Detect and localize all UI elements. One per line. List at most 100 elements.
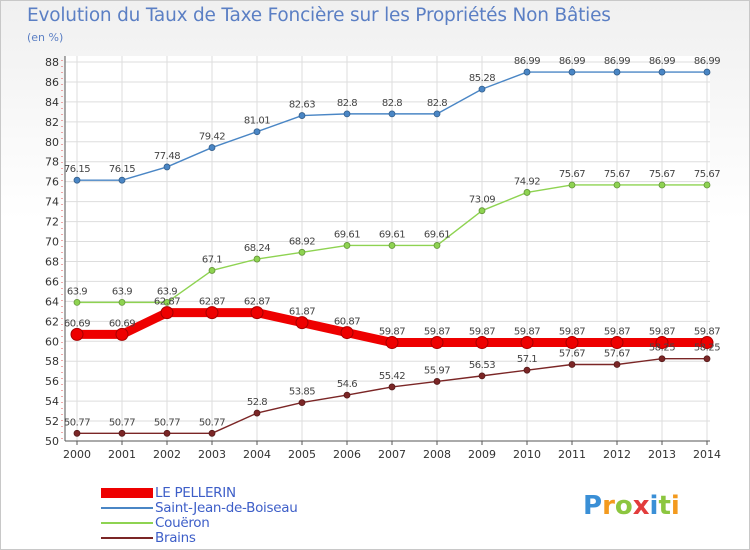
data-label: 68.24 xyxy=(244,243,270,254)
x-tick-label: 2004 xyxy=(243,448,271,461)
data-label: 86.99 xyxy=(514,56,540,67)
logo-letter: i xyxy=(670,491,680,521)
y-tick-label: 88 xyxy=(45,56,59,69)
data-point xyxy=(478,372,486,380)
data-label: 60.87 xyxy=(334,317,360,328)
y-tick-label: 84 xyxy=(45,96,59,109)
data-point xyxy=(610,336,624,350)
labels-brains: 50.77 50.77 50.77 50.77 52.8 53.85 54.6 55.42 55… xyxy=(64,343,721,429)
data-point xyxy=(388,383,396,391)
y-tick-label: 72 xyxy=(45,216,59,229)
data-label: 75.67 xyxy=(559,169,585,180)
data-point xyxy=(343,391,351,399)
legend-label: Couëron xyxy=(155,514,210,531)
data-label: 79.42 xyxy=(199,132,225,143)
data-point xyxy=(343,110,351,118)
data-label: 57.67 xyxy=(604,349,630,360)
x-tick-label: 2003 xyxy=(198,448,226,461)
x-tick-label: 2011 xyxy=(558,448,586,461)
data-point xyxy=(433,378,441,385)
data-label: 73.09 xyxy=(469,195,495,206)
data-label: 57.67 xyxy=(559,349,585,360)
logo-letter: i xyxy=(649,491,659,521)
data-label: 77.48 xyxy=(154,151,180,162)
data-point xyxy=(388,242,396,249)
data-label: 59.87 xyxy=(514,327,540,338)
data-point xyxy=(430,336,444,350)
data-point xyxy=(385,336,399,350)
y-tick-label: 58 xyxy=(45,355,59,368)
data-label: 67.1 xyxy=(202,254,222,265)
data-point xyxy=(613,181,621,189)
data-label: 50.77 xyxy=(64,417,90,428)
data-point xyxy=(118,429,126,437)
data-label: 62.87 xyxy=(244,297,270,308)
data-point xyxy=(118,176,126,184)
data-point xyxy=(703,181,711,189)
data-point xyxy=(475,336,489,350)
y-tick-label: 82 xyxy=(45,116,59,129)
data-point xyxy=(703,68,711,76)
data-label: 52.8 xyxy=(247,397,267,408)
data-point xyxy=(298,399,306,407)
plot-area xyxy=(65,56,710,441)
data-label: 74.92 xyxy=(514,176,540,187)
data-point xyxy=(208,267,216,274)
legend-label: Brains xyxy=(155,529,196,546)
labels-saint-jean-de-boiseau: 76.15 76.15 77.48 79.42 81.01 82.63 82.8 82.8 82… xyxy=(64,56,721,175)
data-label: 75.67 xyxy=(649,169,675,180)
data-point xyxy=(613,361,621,368)
logo-letter: x xyxy=(632,491,650,521)
data-label: 75.67 xyxy=(694,169,720,180)
data-label: 60.69 xyxy=(109,318,135,329)
y-tick-label: 78 xyxy=(45,156,59,169)
data-label: 57.1 xyxy=(517,354,537,365)
data-point xyxy=(73,298,81,306)
data-point xyxy=(70,327,84,341)
data-point xyxy=(160,306,174,320)
data-label: 56.53 xyxy=(469,360,495,371)
data-label: 86.99 xyxy=(559,56,585,67)
logo-letter: r xyxy=(602,491,615,521)
x-tick-label: 2000 xyxy=(63,448,91,461)
data-label: 53.85 xyxy=(289,387,315,398)
data-label: 69.61 xyxy=(334,229,360,240)
data-point xyxy=(568,68,576,76)
data-point xyxy=(163,429,171,437)
series-cou-ron xyxy=(73,181,711,306)
data-label: 68.92 xyxy=(289,236,315,247)
data-point xyxy=(433,242,441,249)
data-label: 69.61 xyxy=(379,229,405,240)
x-tick-label: 2010 xyxy=(513,448,541,461)
data-label: 50.77 xyxy=(199,417,225,428)
data-label: 61.87 xyxy=(289,307,315,318)
data-point xyxy=(388,110,396,118)
data-label: 86.99 xyxy=(649,56,675,67)
legend-swatch xyxy=(101,487,153,498)
x-tick-label: 2005 xyxy=(288,448,316,461)
x-tick-label: 2007 xyxy=(378,448,406,461)
x-tick-label: 2006 xyxy=(333,448,361,461)
data-label: 63.9 xyxy=(157,286,177,297)
data-point xyxy=(433,110,441,118)
data-point xyxy=(343,242,351,249)
data-label: 82.8 xyxy=(427,98,447,109)
x-tick-label: 2008 xyxy=(423,448,451,461)
logo-letter: P xyxy=(583,491,603,521)
data-point xyxy=(523,189,531,196)
data-point xyxy=(658,355,666,363)
data-point xyxy=(298,248,306,256)
x-tick-label: 2009 xyxy=(468,448,496,461)
logo-letter: t xyxy=(658,491,671,521)
legend-label: Saint-Jean-de-Boiseau xyxy=(155,499,298,516)
data-point xyxy=(163,298,171,306)
data-label: 82.8 xyxy=(382,98,402,109)
data-point xyxy=(478,85,486,93)
data-point xyxy=(250,306,264,320)
data-label: 58.25 xyxy=(694,343,720,354)
series-brains xyxy=(73,355,711,437)
x-tick-label: 2001 xyxy=(108,448,136,461)
labels-cou-ron: 63.9 63.9 63.9 67.1 68.24 68.92 69.61 69.61 69.6… xyxy=(67,169,721,297)
data-label: 76.15 xyxy=(64,164,90,175)
